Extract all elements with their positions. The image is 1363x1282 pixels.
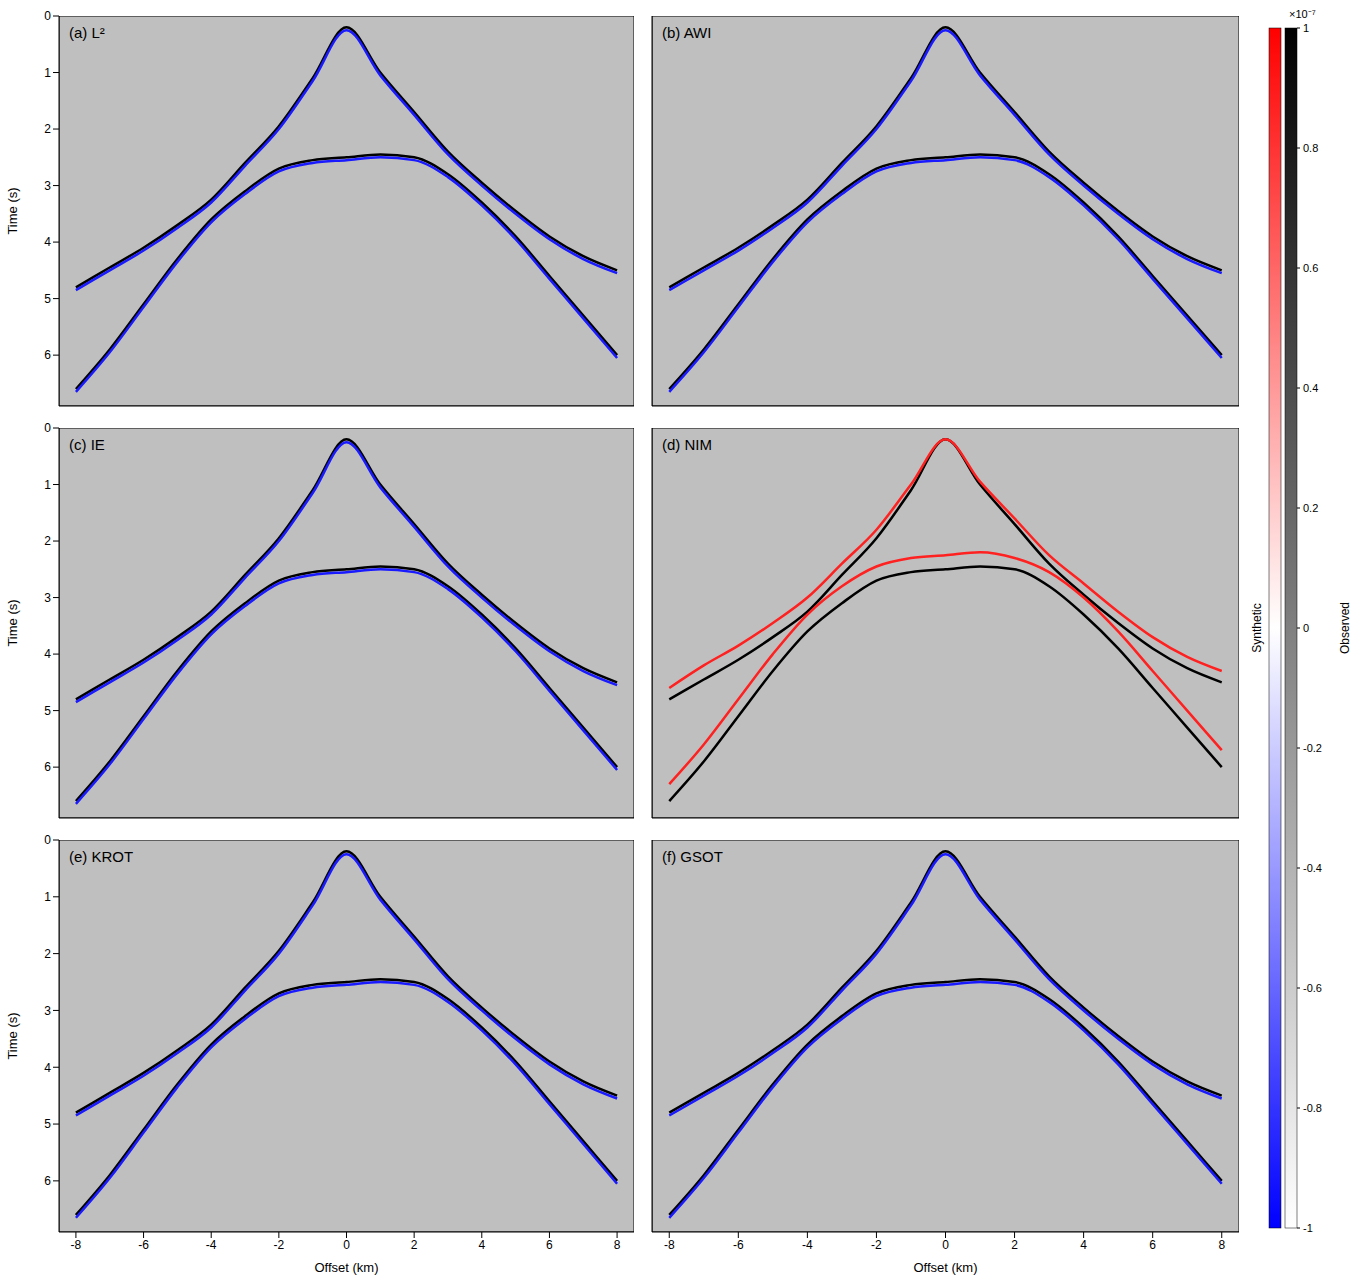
html-text:(f) GSOT: (f) GSOT <box>662 848 723 865</box>
svg-text:3: 3 <box>44 179 51 193</box>
svg-text:-0.2: -0.2 <box>1303 742 1322 754</box>
svg-text:0.6: 0.6 <box>1303 262 1318 274</box>
svg-text:8: 8 <box>614 1238 621 1252</box>
svg-text:6: 6 <box>44 760 51 774</box>
svg-text:-8: -8 <box>664 1238 675 1252</box>
svg-text:Time (s): Time (s) <box>5 187 20 234</box>
svg-text:-0.6: -0.6 <box>1303 982 1322 994</box>
svg-text:0.8: 0.8 <box>1303 142 1318 154</box>
svg-text:-1: -1 <box>1303 1222 1313 1234</box>
html-text:(b) AWI: (b) AWI <box>662 24 712 41</box>
svg-text:-4: -4 <box>802 1238 813 1252</box>
svg-text:0: 0 <box>1303 622 1309 634</box>
html-text:(d) NIM: (d) NIM <box>662 436 712 453</box>
svg-text:0: 0 <box>44 421 51 435</box>
svg-text:2: 2 <box>44 122 51 136</box>
svg-text:0.4: 0.4 <box>1303 382 1318 394</box>
svg-text:6: 6 <box>44 1174 51 1188</box>
svg-text:0: 0 <box>44 833 51 847</box>
svg-text:2: 2 <box>44 947 51 961</box>
svg-text:4: 4 <box>1080 1238 1087 1252</box>
svg-text:2: 2 <box>1011 1238 1018 1252</box>
svg-text:×10⁻⁷: ×10⁻⁷ <box>1289 8 1316 20</box>
svg-text:-6: -6 <box>138 1238 149 1252</box>
svg-text:0: 0 <box>343 1238 350 1252</box>
svg-text:5: 5 <box>44 292 51 306</box>
html-text:(c) IE: (c) IE <box>69 436 105 453</box>
svg-text:8: 8 <box>1218 1238 1225 1252</box>
svg-text:6: 6 <box>1149 1238 1156 1252</box>
svg-text:4: 4 <box>478 1238 485 1252</box>
svg-text:2: 2 <box>44 534 51 548</box>
svg-text:1: 1 <box>44 66 51 80</box>
html-text:(e) KROT: (e) KROT <box>69 848 134 865</box>
svg-text:0: 0 <box>942 1238 949 1252</box>
svg-text:Offset (km): Offset (km) <box>314 1260 378 1275</box>
svg-text:5: 5 <box>44 1117 51 1131</box>
svg-text:Offset (km): Offset (km) <box>913 1260 977 1275</box>
svg-text:-2: -2 <box>871 1238 882 1252</box>
svg-text:3: 3 <box>44 1004 51 1018</box>
svg-text:2: 2 <box>411 1238 418 1252</box>
svg-text:3: 3 <box>44 591 51 605</box>
svg-text:Synthetic: Synthetic <box>1250 603 1264 652</box>
svg-text:-2: -2 <box>274 1238 285 1252</box>
svg-text:4: 4 <box>44 1061 51 1075</box>
svg-text:4: 4 <box>44 647 51 661</box>
svg-text:1: 1 <box>1303 22 1309 34</box>
svg-text:0: 0 <box>44 9 51 23</box>
svg-text:-8: -8 <box>71 1238 82 1252</box>
svg-text:-6: -6 <box>733 1238 744 1252</box>
svg-text:0.2: 0.2 <box>1303 502 1318 514</box>
svg-text:Observed: Observed <box>1338 602 1352 654</box>
svg-text:-0.8: -0.8 <box>1303 1102 1322 1114</box>
svg-text:Time (s): Time (s) <box>5 599 20 646</box>
svg-text:-0.4: -0.4 <box>1303 862 1322 874</box>
svg-text:6: 6 <box>44 348 51 362</box>
svg-text:6: 6 <box>546 1238 553 1252</box>
svg-text:5: 5 <box>44 704 51 718</box>
svg-text:Time (s): Time (s) <box>5 1012 20 1059</box>
svg-text:1: 1 <box>44 478 51 492</box>
svg-text:4: 4 <box>44 235 51 249</box>
svg-text:-4: -4 <box>206 1238 217 1252</box>
svg-text:1: 1 <box>44 890 51 904</box>
html-text:(a) L²: (a) L² <box>69 24 105 41</box>
